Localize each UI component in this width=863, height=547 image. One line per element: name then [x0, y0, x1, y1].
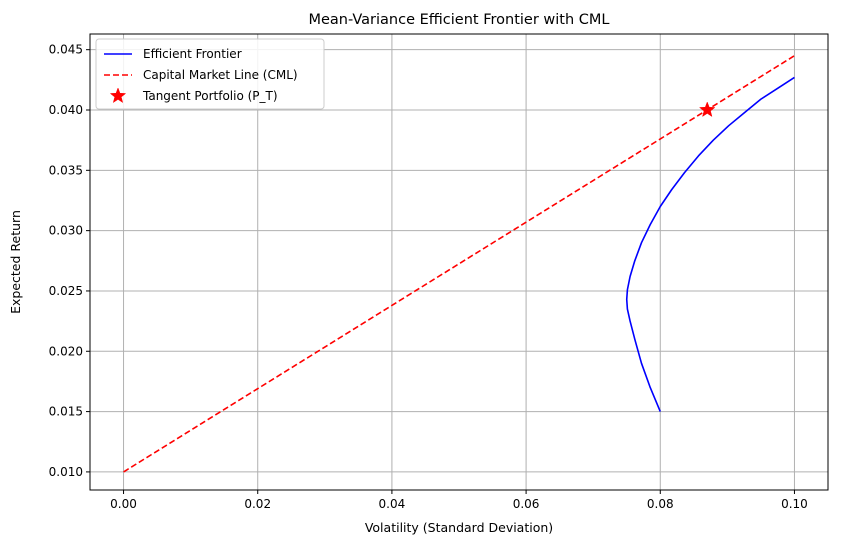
series-layer — [123, 55, 795, 473]
legend-label: Capital Market Line (CML) — [143, 68, 298, 82]
y-tick-label: 0.010 — [49, 465, 83, 479]
x-tick-label: 0.04 — [379, 497, 406, 511]
tangent-portfolio-marker — [698, 101, 716, 118]
legend-label: Efficient Frontier — [143, 47, 242, 61]
y-axis-title: Expected Return — [8, 210, 23, 314]
chart-title: Mean-Variance Efficient Frontier with CM… — [308, 12, 609, 28]
cml-line — [123, 55, 795, 473]
legend-label: Tangent Portfolio (P_T) — [142, 89, 278, 103]
y-tick-label: 0.040 — [49, 103, 83, 117]
x-tick-label: 0.10 — [781, 497, 808, 511]
y-tick-label: 0.020 — [49, 344, 83, 358]
x-tick-label: 0.00 — [110, 497, 137, 511]
legend: Efficient Frontier Capital Market Line (C… — [95, 38, 325, 110]
x-axis: 0.00 0.02 0.04 0.06 0.08 0.10 — [110, 490, 808, 511]
y-tick-label: 0.025 — [49, 284, 83, 298]
legend-marker-star — [109, 87, 127, 104]
y-tick-label: 0.035 — [49, 163, 83, 177]
y-tick-label: 0.045 — [49, 43, 83, 57]
x-tick-label: 0.06 — [513, 497, 540, 511]
y-axis: 0.010 0.015 0.020 0.025 0.030 0.035 0.040 0.045 — [49, 43, 90, 479]
x-tick-label: 0.02 — [244, 497, 271, 511]
legend-box — [95, 38, 325, 110]
x-axis-title: Volatility (Standard Deviation) — [365, 520, 553, 535]
x-tick-label: 0.08 — [647, 497, 674, 511]
efficient-frontier-line — [625, 76, 795, 412]
y-tick-label: 0.015 — [49, 405, 83, 419]
plot-frame — [89, 33, 829, 491]
grid — [90, 34, 828, 490]
y-tick-label: 0.030 — [49, 224, 83, 238]
